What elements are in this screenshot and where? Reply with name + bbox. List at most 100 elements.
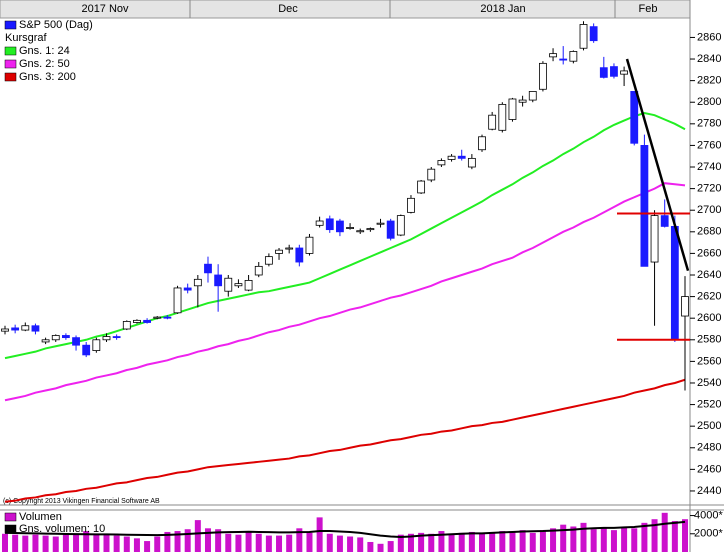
candle-body — [427, 168, 436, 181]
volume-bar — [123, 536, 130, 552]
legend-swatch — [4, 59, 17, 69]
candle-body — [518, 99, 527, 103]
candle-body — [437, 160, 446, 166]
volume-bar — [347, 536, 354, 552]
candle-body — [670, 226, 679, 340]
candle-body — [620, 70, 629, 75]
volume-bar — [22, 535, 29, 552]
month-label: Dec — [278, 3, 298, 15]
volume-bar — [286, 534, 293, 552]
candle-body — [305, 236, 314, 254]
candle-body — [82, 344, 91, 356]
candle-body — [366, 228, 375, 231]
volume-bar — [529, 532, 536, 552]
volume-bar — [387, 541, 394, 552]
candle-body — [640, 145, 649, 267]
volume-bar — [519, 530, 526, 552]
volume-bar — [336, 535, 343, 552]
candle-body — [589, 26, 598, 42]
volume-bar — [174, 531, 181, 552]
volume-average — [4, 520, 686, 538]
candle-body — [21, 325, 30, 331]
y-tick-label: 2540 — [697, 377, 721, 389]
candle-body — [447, 155, 456, 160]
volume-bar — [468, 531, 475, 552]
y-tick-label: 2480 — [697, 442, 721, 454]
y-tick-label: 2680 — [697, 226, 721, 238]
volume-bar — [32, 534, 39, 552]
volume-bar — [479, 533, 486, 552]
moving-average — [4, 111, 686, 360]
volume-bar — [580, 522, 587, 552]
volume-bar — [458, 532, 465, 552]
volume-bar — [306, 532, 313, 552]
volume-bar — [661, 512, 668, 552]
y-tick-label: 2600 — [697, 312, 721, 324]
candle-body — [295, 247, 304, 263]
candle-body — [183, 287, 192, 291]
legend-swatch — [4, 524, 17, 534]
y-tick-label: 2520 — [697, 398, 721, 410]
candle-body — [1, 328, 9, 332]
candle-body — [275, 249, 283, 254]
candle-body — [254, 265, 263, 276]
volume-bar — [255, 533, 262, 552]
moving-average — [4, 378, 686, 503]
y-tick-label: 2500 — [697, 420, 721, 432]
candle-body — [224, 277, 233, 292]
candle-body — [234, 283, 243, 287]
candle-body — [61, 335, 70, 339]
candle-body — [579, 24, 588, 49]
candle-body — [630, 91, 639, 144]
y-tick-label: 2820 — [697, 75, 721, 87]
volume-bar — [357, 537, 364, 552]
candle-body — [51, 335, 60, 341]
candle-body — [193, 278, 202, 287]
volume-bar — [296, 528, 303, 552]
y-tick-label: 2440 — [697, 485, 721, 497]
volume-bar — [621, 527, 628, 552]
y-tick-label: 2760 — [697, 139, 721, 151]
candle-body — [173, 287, 182, 314]
candle-body — [244, 279, 253, 291]
volume-bar — [428, 533, 435, 552]
candle-body — [336, 220, 344, 233]
volume-bar — [133, 538, 140, 552]
volume-bar — [276, 535, 283, 552]
volume-bar — [113, 535, 120, 552]
volume-bar — [367, 541, 374, 552]
volume-bar — [164, 531, 171, 552]
candle-body — [31, 325, 40, 332]
volume-bar — [83, 531, 90, 552]
candle-body — [528, 91, 537, 101]
legend-label: S&P 500 (Dag) — [19, 19, 93, 31]
volume-bar — [610, 530, 617, 552]
candle-body — [285, 247, 294, 250]
candle-body — [214, 274, 223, 287]
volume-bar — [194, 520, 201, 552]
y-tick-label: 2720 — [697, 183, 721, 195]
volume-tick-label: 2000* — [694, 528, 723, 540]
y-tick-label: 2560 — [697, 355, 721, 367]
candle-body — [488, 114, 497, 130]
volume-bar — [62, 534, 69, 552]
candle-body — [102, 336, 111, 341]
volume-bar — [73, 533, 80, 552]
candle-body — [417, 180, 426, 194]
candle-body — [11, 327, 20, 331]
volume-bar — [12, 534, 19, 552]
candle-body — [376, 222, 385, 225]
candle-body — [610, 66, 618, 77]
candle-body — [315, 220, 324, 226]
candle-body — [112, 336, 121, 339]
candle-body — [508, 98, 517, 120]
candle-body — [549, 53, 557, 58]
y-tick-label: 2460 — [697, 463, 721, 475]
month-label: 2017 Nov — [81, 3, 129, 15]
volume-bar — [377, 543, 384, 552]
y-tick-label: 2580 — [697, 334, 721, 346]
volume-bar — [590, 529, 597, 552]
volume-bar — [2, 533, 8, 552]
candle-body — [153, 316, 162, 319]
